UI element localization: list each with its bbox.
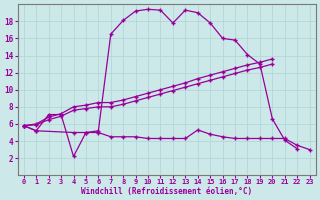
X-axis label: Windchill (Refroidissement éolien,°C): Windchill (Refroidissement éolien,°C) [81, 187, 252, 196]
